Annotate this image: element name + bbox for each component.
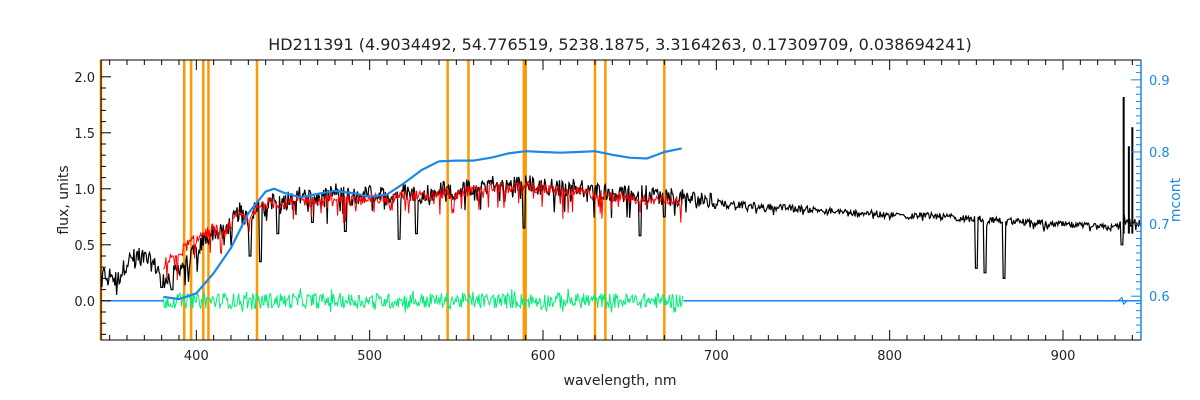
x-tick-label: 900	[1051, 349, 1076, 364]
y-tick-labels: 0.0 0.5 1.0 1.5 2.0	[74, 71, 95, 310]
y-tick-label: 0.0	[74, 295, 95, 310]
x-tick-labels: 400 500 600 700 800 900	[184, 349, 1075, 364]
y-tick-label: 0.5	[74, 239, 95, 254]
x-tick-label: 500	[357, 349, 382, 364]
chart-title: HD211391 (4.9034492, 54.776519, 5238.187…	[268, 35, 972, 54]
axis-ticks	[101, 60, 1142, 340]
continuum-curve	[163, 147, 682, 301]
y2-tick-label: 0.8	[1149, 146, 1170, 161]
y2-tick-labels: 0.6 0.7 0.8 0.9	[1149, 74, 1170, 305]
y2-tick-label: 0.9	[1149, 74, 1170, 89]
y-tick-label: 2.0	[74, 71, 95, 86]
y2-tick-label: 0.7	[1149, 218, 1170, 233]
y-axis-label: flux, units	[56, 165, 72, 234]
series-layer	[100, 96, 1142, 313]
y-tick-label: 1.0	[74, 183, 95, 198]
y2-tick-label: 0.6	[1149, 290, 1170, 305]
x-tick-label: 600	[531, 349, 556, 364]
model-fit-line	[163, 180, 683, 281]
x-axis-label: wavelength, nm	[564, 373, 677, 389]
x-tick-label: 700	[704, 349, 729, 364]
baseline-blip	[1118, 296, 1128, 306]
y2-axis-label: mcont	[1168, 177, 1184, 222]
x-tick-label: 800	[877, 349, 902, 364]
y-tick-label: 1.5	[74, 127, 95, 142]
reference-lines-layer	[99, 60, 666, 340]
x-tick-label: 400	[184, 349, 209, 364]
residuals-line	[162, 288, 684, 313]
